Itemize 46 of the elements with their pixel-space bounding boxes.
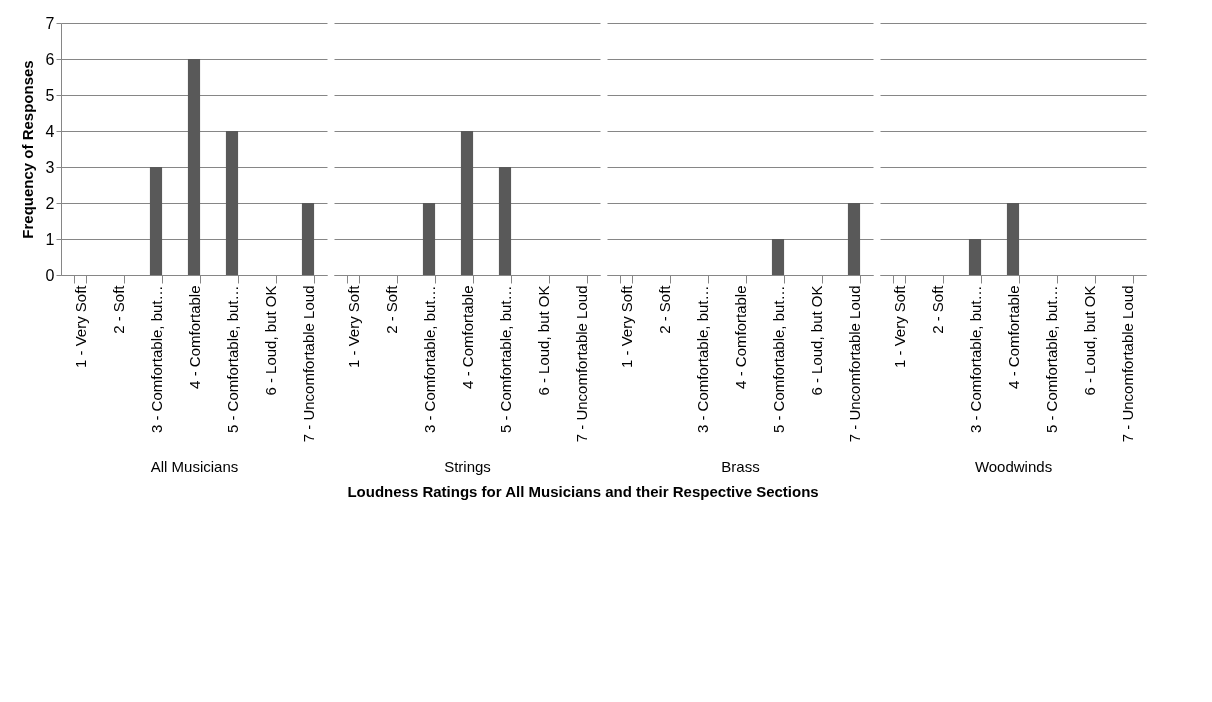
- y-axis-title: Frequency of Responses: [18, 60, 36, 239]
- x-tick-label: 5 - Comfortable, but…: [496, 285, 514, 434]
- x-tick-label: 5 - Comfortable, but…: [769, 285, 787, 434]
- x-tick-label: 4 - Comfortable: [1004, 285, 1022, 389]
- x-tick-label: 2 - Soft: [655, 284, 673, 334]
- bar: [301, 203, 315, 275]
- x-axis-title: Strings: [444, 458, 491, 476]
- x-tick-label: 2 - Soft: [928, 284, 946, 334]
- x-tick-label: 3 - Comfortable, but…: [420, 285, 438, 434]
- x-tick-label: 6 - Loud, but OK: [807, 285, 825, 396]
- bar: [225, 131, 239, 275]
- x-tick-label: 4 - Comfortable: [731, 285, 749, 389]
- x-tick-label: 7 - Uncomfortable Loud: [1118, 285, 1136, 443]
- x-tick-label: 3 - Comfortable, but…: [966, 285, 984, 434]
- x-tick-label: 3 - Comfortable, but…: [693, 285, 711, 434]
- x-tick-label: 6 - Loud, but OK: [1080, 285, 1098, 396]
- x-tick-label: 1 - Very Soft: [890, 284, 908, 369]
- y-tick-label: 4: [45, 122, 55, 140]
- x-tick-label: 2 - Soft: [109, 284, 127, 334]
- y-tick-label: 3: [45, 158, 55, 176]
- x-tick-label: 7 - Uncomfortable Loud: [572, 285, 590, 443]
- x-tick-label: 6 - Loud, but OK: [534, 285, 552, 396]
- bar: [149, 167, 163, 275]
- text: Loudness Ratings for All Musicians and their Respective Sections: [347, 482, 819, 500]
- x-tick-label: 2 - Soft: [382, 284, 400, 334]
- x-tick-label: 4 - Comfortable: [185, 285, 203, 389]
- x-tick-label: 4 - Comfortable: [458, 285, 476, 389]
- x-tick-label: 7 - Uncomfortable Loud: [845, 285, 863, 443]
- x-tick-label: 1 - Very Soft: [71, 284, 89, 369]
- x-axis-title: All Musicians: [150, 458, 239, 476]
- y-tick-label: 5: [45, 86, 55, 104]
- x-tick-label: 3 - Comfortable, but…: [147, 285, 165, 434]
- x-tick-label: 1 - Very Soft: [617, 284, 635, 369]
- y-tick-label: 2: [45, 194, 55, 212]
- x-axis-title: Brass: [721, 458, 760, 476]
- x-tick-label: 1 - Very Soft: [344, 284, 362, 369]
- x-tick-label: 5 - Comfortable, but…: [1042, 285, 1060, 434]
- x-tick-label: 5 - Comfortable, but…: [223, 285, 241, 434]
- y-tick-label: 7: [45, 14, 55, 32]
- y-tick-label: 0: [45, 266, 55, 284]
- x-tick-label: 6 - Loud, but OK: [261, 285, 279, 396]
- y-tick-label: 6: [45, 50, 55, 68]
- x-axis-title: Woodwinds: [974, 458, 1053, 476]
- bar: [187, 59, 201, 275]
- x-tick-label: 7 - Uncomfortable Loud: [299, 285, 317, 443]
- y-tick-label: 1: [45, 230, 55, 248]
